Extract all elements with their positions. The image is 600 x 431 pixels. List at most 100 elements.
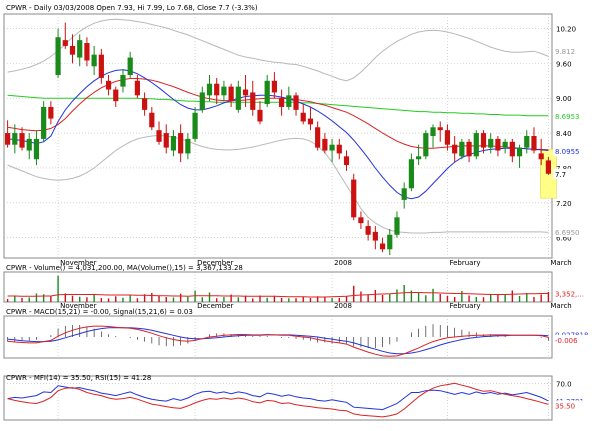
price-4-tag-bg bbox=[553, 168, 597, 179]
candle-body bbox=[423, 133, 429, 157]
mfi-1-tag-bg bbox=[553, 400, 597, 411]
candle-body bbox=[416, 156, 422, 160]
candle-body bbox=[271, 80, 277, 93]
x-axis-label: March bbox=[550, 259, 571, 267]
x-axis-label: 2008 bbox=[334, 259, 352, 267]
candle-body bbox=[286, 95, 292, 107]
candle-body bbox=[26, 138, 32, 151]
volume-title: CPWR - Volume() = 4,031,200.00, MA(Volum… bbox=[6, 264, 243, 272]
candle-body bbox=[178, 133, 184, 154]
candle-body bbox=[408, 159, 414, 189]
price-y-tick-label: 9.60 bbox=[556, 60, 572, 68]
candle-body bbox=[351, 179, 357, 218]
candle-body bbox=[315, 127, 321, 148]
candle-body bbox=[430, 127, 436, 136]
price-y-tick-label: 8.40 bbox=[556, 130, 572, 138]
mfi-y-tick-label: 70.0 bbox=[556, 380, 572, 388]
bollinger-upper-line bbox=[7, 18, 549, 82]
candle-body bbox=[113, 89, 119, 102]
candle-body bbox=[206, 83, 213, 96]
mfi-title: CPWR - MFI(14) = 35.50, RSI(15) = 41.28 bbox=[6, 374, 151, 382]
candle-body bbox=[293, 95, 299, 110]
candle-body bbox=[279, 98, 285, 107]
candle-body bbox=[84, 43, 90, 61]
candle-body bbox=[221, 86, 227, 96]
x-axis-label: February bbox=[449, 259, 480, 267]
price-y-tick-label: 10.20 bbox=[556, 26, 576, 34]
candle-body bbox=[41, 106, 47, 139]
x-axis-label: 2008 bbox=[334, 302, 352, 310]
candle-body bbox=[358, 217, 364, 224]
candle-body bbox=[33, 138, 40, 160]
candle-body bbox=[69, 45, 76, 55]
candle-body bbox=[524, 136, 530, 148]
x-axis-label: March bbox=[550, 302, 571, 310]
price-title: CPWR - Daily 03/03/2008 Open 7.93, Hi 7.… bbox=[6, 4, 258, 12]
candle-body bbox=[329, 144, 335, 151]
candle-body bbox=[488, 138, 494, 148]
candle-body bbox=[387, 234, 393, 250]
candle-body bbox=[62, 40, 68, 46]
ma-long-line bbox=[7, 94, 549, 117]
price-3-tag: 8.0955 bbox=[555, 148, 580, 156]
candle-body bbox=[452, 144, 458, 154]
candle-body bbox=[495, 138, 501, 151]
candle-body bbox=[77, 40, 83, 58]
candle-body bbox=[185, 138, 191, 154]
candle-body bbox=[531, 136, 537, 151]
mfi-frame bbox=[3, 375, 553, 421]
candle-body bbox=[379, 243, 386, 250]
volume-frame bbox=[3, 271, 553, 303]
macd-1-tag-bg bbox=[553, 334, 597, 345]
candle-body bbox=[48, 106, 54, 119]
price-y-tick-label: 7.20 bbox=[556, 200, 572, 208]
price-4-tag: 7.7 bbox=[555, 171, 566, 179]
ma-mid-line bbox=[7, 78, 549, 151]
candle-body bbox=[142, 98, 148, 110]
candle-body bbox=[156, 130, 162, 142]
candle-body bbox=[444, 130, 451, 145]
x-axis-label: December bbox=[197, 259, 233, 267]
candle-body bbox=[170, 136, 177, 151]
price-0-tag: 9.812 bbox=[555, 48, 575, 56]
candle-body bbox=[257, 109, 263, 122]
candle-body bbox=[228, 86, 234, 102]
candle-body bbox=[98, 54, 104, 78]
candle-body bbox=[538, 153, 544, 160]
candle-body bbox=[343, 156, 350, 166]
candle-body bbox=[55, 37, 61, 75]
price-y-tick-label: 6.60 bbox=[556, 235, 572, 243]
price-3-tag-bg bbox=[553, 145, 597, 156]
x-axis-label: February bbox=[449, 302, 480, 310]
candle-body bbox=[149, 112, 155, 128]
candle-body bbox=[401, 188, 407, 200]
candle-body bbox=[394, 217, 400, 235]
x-axis-label: November bbox=[60, 259, 97, 267]
candle-body bbox=[372, 231, 378, 241]
candle-body bbox=[300, 112, 306, 122]
candle-body bbox=[214, 83, 220, 96]
candle-body bbox=[336, 144, 342, 154]
bollinger-lower-line bbox=[7, 134, 549, 234]
ma-short-line bbox=[7, 69, 549, 200]
candle-body bbox=[127, 57, 133, 75]
candle-body bbox=[19, 133, 25, 148]
candle-body bbox=[91, 54, 97, 67]
candle-body bbox=[473, 133, 479, 157]
candle-body bbox=[250, 92, 256, 110]
candle-body bbox=[235, 86, 241, 110]
price-panel: 10.209.609.008.407.807.206.609.8128.6953… bbox=[3, 4, 597, 267]
mfi-line bbox=[7, 382, 549, 418]
volume-ma-line bbox=[7, 292, 549, 298]
candle-body bbox=[545, 160, 551, 174]
candle-body bbox=[120, 75, 126, 87]
macd-frame bbox=[3, 315, 553, 359]
candle-body bbox=[199, 92, 205, 110]
candle-body bbox=[516, 147, 523, 157]
macd-0-tag-bg bbox=[553, 329, 597, 340]
price-5-tag-bg bbox=[553, 227, 597, 238]
candle-body bbox=[105, 80, 112, 90]
macd-line bbox=[7, 325, 549, 357]
